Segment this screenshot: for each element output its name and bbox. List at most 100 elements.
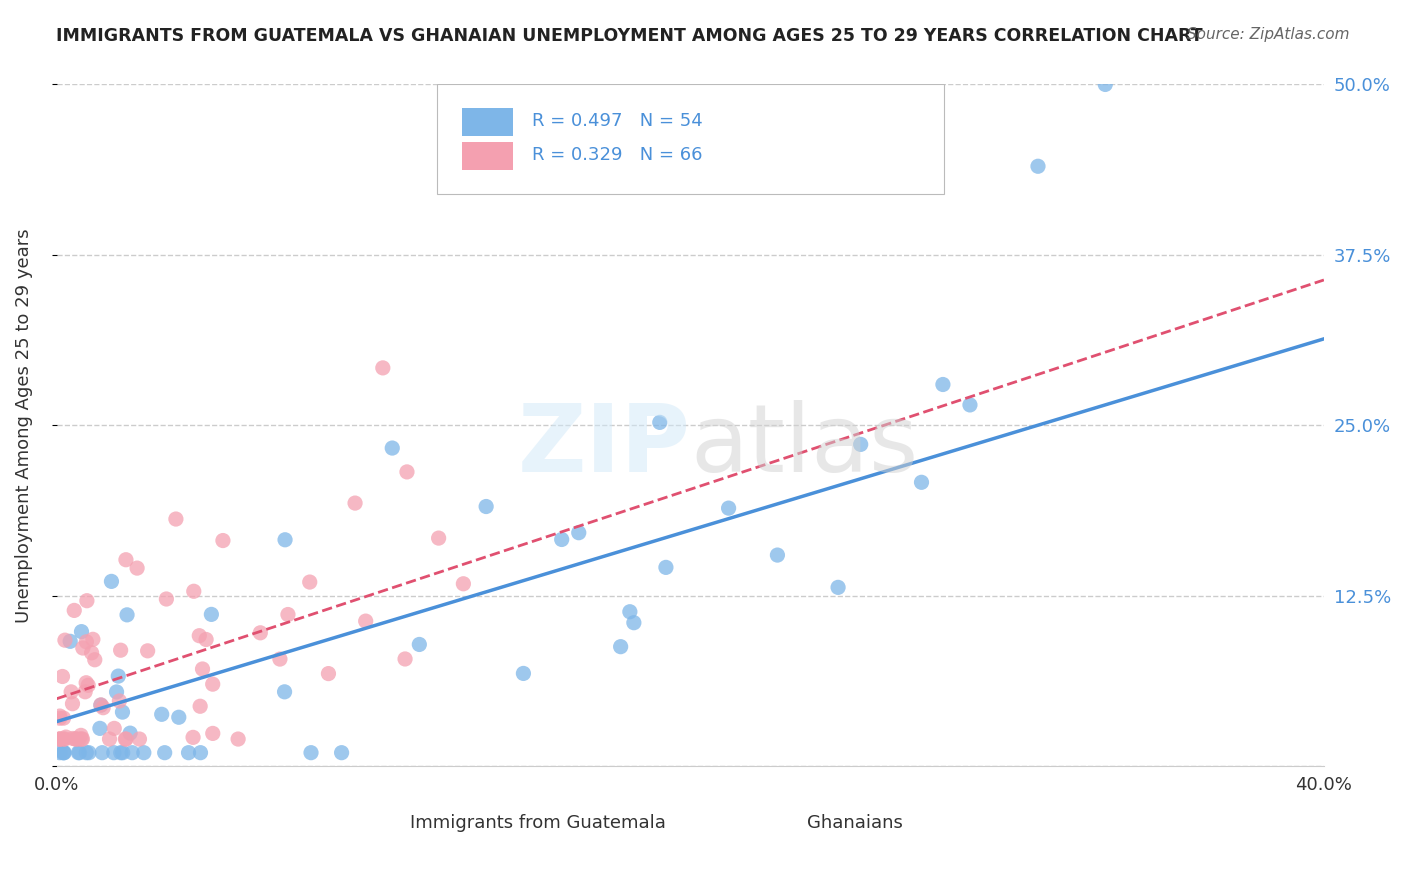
Point [551,533,574,547]
Point [188,699,211,714]
Point [394,652,416,666]
Point [60,685,83,699]
Text: Ghanaians: Ghanaians [807,814,903,832]
Point [183,584,205,599]
Point [53,746,76,760]
Point [371,360,394,375]
Point [609,640,631,654]
FancyBboxPatch shape [463,143,513,169]
Point [53,732,76,747]
Point [475,500,498,514]
Point [226,732,249,747]
Point [75,634,97,648]
Point [110,643,132,657]
Point [115,607,138,622]
Point [330,746,353,760]
Point [75,675,97,690]
FancyBboxPatch shape [463,108,513,136]
FancyBboxPatch shape [716,807,747,824]
Point [165,512,187,526]
FancyBboxPatch shape [387,807,418,824]
Text: Immigrants from Guatemala: Immigrants from Guatemala [411,814,666,832]
Point [91,746,114,760]
Point [70,624,93,639]
Point [90,698,112,712]
Point [114,732,136,747]
Point [132,746,155,760]
Point [298,575,321,590]
Point [115,553,138,567]
Point [49,746,72,760]
Point [80,646,103,660]
Point [188,629,211,643]
Point [212,533,235,548]
Point [72,732,94,747]
Point [827,580,849,594]
Point [408,637,430,651]
Text: Source: ZipAtlas.com: Source: ZipAtlas.com [1187,27,1350,42]
Point [910,475,932,490]
Point [717,501,740,516]
Point [76,593,98,607]
Point [52,746,75,760]
Point [110,746,132,760]
Point [128,732,150,747]
Point [155,592,177,607]
Point [181,731,204,745]
Point [111,705,134,719]
Point [70,732,93,747]
Point [115,732,138,747]
Point [381,441,404,455]
Point [103,746,125,760]
Point [49,709,72,723]
Text: IMMIGRANTS FROM GUATEMALA VS GHANAIAN UNEMPLOYMENT AMONG AGES 25 TO 29 YEARS COR: IMMIGRANTS FROM GUATEMALA VS GHANAIAN UN… [56,27,1204,45]
Point [177,746,200,760]
Point [299,746,322,760]
Point [53,633,76,648]
Point [49,732,72,747]
Point [121,746,143,760]
Point [67,746,90,760]
Point [90,698,112,713]
Point [453,576,475,591]
Point [59,634,82,648]
Point [111,746,134,760]
Point [103,722,125,736]
Text: ZIP: ZIP [517,400,690,491]
Point [105,685,128,699]
Point [167,710,190,724]
Point [127,561,149,575]
Point [55,730,77,744]
Point [70,728,93,742]
Point [354,614,377,628]
Point [72,640,94,655]
Point [932,377,955,392]
Point [201,677,224,691]
Point [201,726,224,740]
Point [63,603,86,617]
Point [75,685,97,699]
Point [120,726,142,740]
Point [52,732,75,747]
Point [52,711,75,725]
Point [249,625,271,640]
Point [51,669,73,683]
Point [75,746,97,760]
Text: R = 0.329   N = 66: R = 0.329 N = 66 [531,145,703,163]
Point [273,685,295,699]
Point [62,731,84,746]
Point [1094,78,1116,92]
FancyBboxPatch shape [437,85,943,194]
Point [83,653,105,667]
Point [274,533,297,547]
Point [153,746,176,760]
Point [655,560,678,574]
Point [648,416,671,430]
Point [67,732,90,747]
Point [568,525,591,540]
Point [89,722,111,736]
Point [849,437,872,451]
Point [67,746,90,760]
Point [623,615,645,630]
Point [1026,159,1049,173]
